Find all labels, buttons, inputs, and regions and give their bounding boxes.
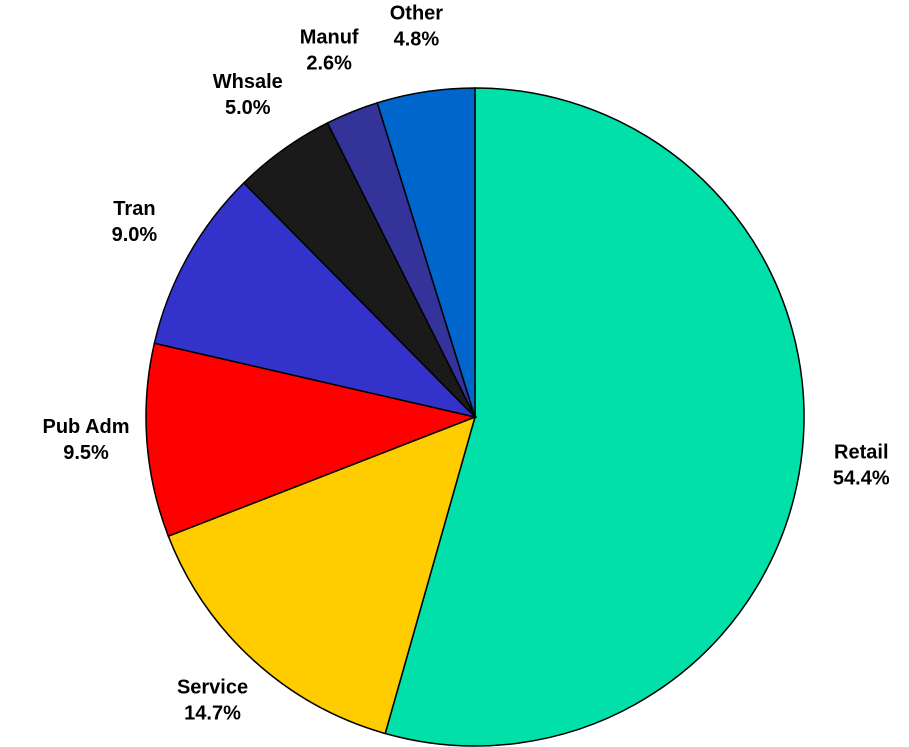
category-label: Tran	[113, 198, 155, 220]
pie-slice	[145, 342, 478, 538]
value-label: 9.5%	[63, 442, 109, 464]
slice-label: Pub Adm 9.5%	[43, 416, 130, 464]
slice-label: Retail 54.4%	[833, 442, 890, 490]
slice-label: Other 4.8%	[390, 2, 444, 50]
category-label: Other	[390, 2, 444, 24]
category-label: Service	[177, 676, 248, 698]
value-label: 54.4%	[833, 468, 890, 490]
category-label: Retail	[834, 442, 888, 464]
pie-slice	[384, 87, 805, 747]
pie-slice	[376, 87, 476, 418]
value-label: 4.8%	[394, 28, 440, 50]
category-label: Whsale	[213, 71, 283, 93]
category-label: Manuf	[300, 26, 359, 48]
slice-label: Manuf 2.6%	[300, 26, 359, 74]
slice-label: Service 14.7%	[177, 676, 248, 724]
value-label: 2.6%	[306, 52, 352, 74]
slice-label: Tran 9.0%	[112, 198, 158, 246]
category-label: Pub Adm	[43, 416, 130, 438]
pie-slice	[153, 181, 478, 419]
pie-slice	[167, 415, 477, 735]
value-label: 14.7%	[184, 702, 241, 724]
slice-label: Whsale 5.0%	[213, 71, 283, 119]
value-label: 5.0%	[225, 97, 271, 119]
value-label: 9.0%	[112, 224, 158, 246]
